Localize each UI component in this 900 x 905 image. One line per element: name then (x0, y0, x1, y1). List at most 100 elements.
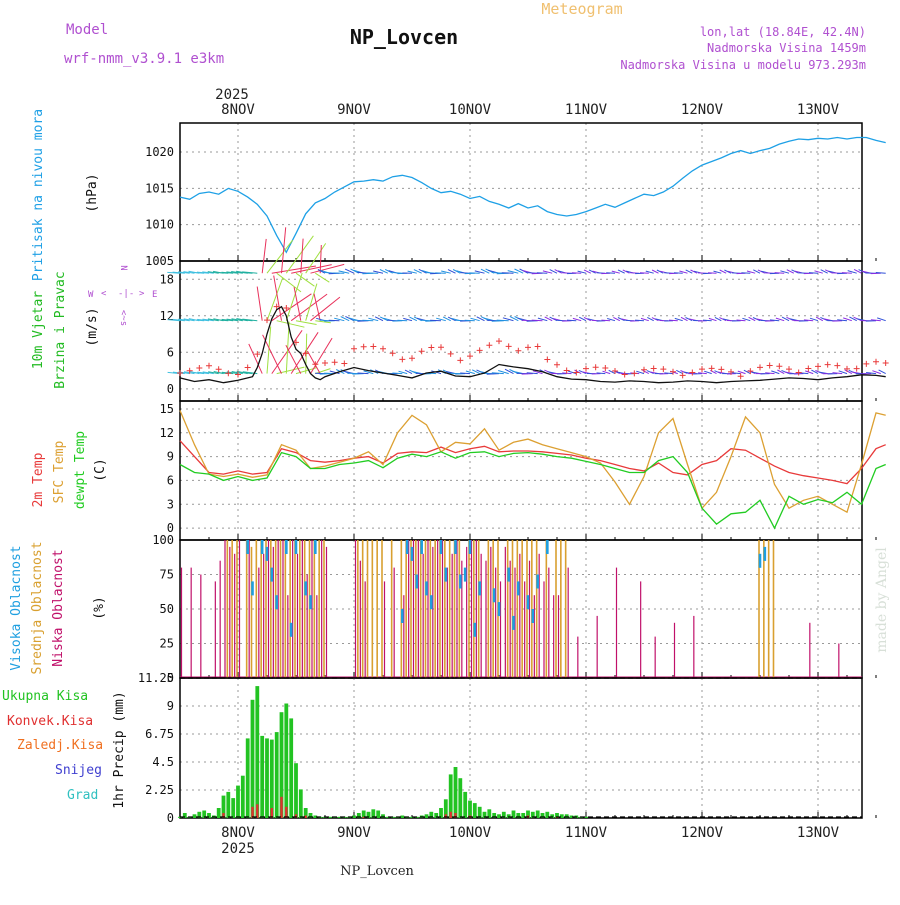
high-cloud-bar (271, 568, 274, 582)
wind-vector (567, 320, 576, 321)
high-cloud-bar (527, 595, 530, 609)
gust-marker (457, 357, 463, 363)
compass-w: W (88, 290, 94, 300)
pressure-title: Pritisak na nivou mora (31, 109, 46, 281)
convective-precip-bar (256, 804, 258, 818)
top-day-label: 9NOV (337, 102, 371, 118)
y-tick-label: 6.75 (145, 727, 174, 741)
wind-vector (430, 320, 441, 321)
y-tick-label: 75 (160, 568, 174, 582)
high-cloud-bar (512, 616, 515, 630)
gust-marker (419, 348, 425, 354)
gust-marker (767, 363, 773, 369)
high-cloud-bar (478, 581, 481, 595)
legend-grad: Grad (67, 788, 98, 803)
gust-marker (699, 366, 705, 372)
gust-marker (709, 365, 715, 371)
y-tick-label: 11.25 (138, 671, 174, 685)
total-precip-bar (246, 738, 250, 818)
y-tick-label: 4.5 (152, 755, 174, 769)
wind-vector (842, 273, 852, 274)
wind-vector (306, 243, 326, 273)
wind-vector (876, 273, 886, 274)
gust-marker (535, 343, 541, 349)
precip-labels: Ukupna Kisa Konvek.Kisa Zaledj.Kisa Snij… (2, 689, 127, 809)
total-precip-bar (284, 704, 288, 819)
wind-vector (392, 373, 402, 374)
convective-precip-bar (285, 807, 287, 818)
high-cloud-bar (406, 540, 409, 554)
bottom-day-label: 11NOV (565, 825, 608, 841)
gust-marker (757, 364, 763, 370)
high-cloud-bar (251, 581, 254, 595)
temp2m-title: 2m Temp (31, 452, 46, 507)
convective-precip-bar (251, 807, 253, 818)
top-day-label: 12NOV (681, 102, 724, 118)
gust-marker (322, 360, 328, 366)
y-tick-label: 50 (160, 602, 174, 616)
total-precip-bar (478, 807, 482, 818)
gust-marker (438, 344, 444, 350)
dew-title: dewpt Temp (73, 431, 88, 509)
total-precip-bar (299, 789, 303, 818)
bottom-day-label: 8NOV (221, 825, 255, 841)
y-tick-label: 100 (152, 533, 174, 547)
gust-marker (718, 366, 724, 372)
total-precip-bars (178, 686, 588, 818)
svg-text:>: > (139, 289, 145, 299)
high-cloud-bar (416, 575, 419, 589)
high-cloud-bar (759, 554, 762, 568)
gust-marker (622, 371, 628, 377)
model-elevation-text: Nadmorska Visina u modelu 973.293m (620, 58, 866, 72)
total-precip-bar (236, 786, 240, 818)
high-cloud-bar (295, 540, 298, 554)
wind-vector (311, 297, 340, 321)
high-cloud-bar (464, 568, 467, 582)
high-cloud-bar (469, 540, 472, 554)
model-label: Model (66, 22, 108, 38)
total-precip-bar (260, 736, 264, 818)
convective-precip-bar (280, 797, 282, 818)
top-day-label: 11NOV (565, 102, 608, 118)
wind-vector (306, 284, 317, 321)
gust-marker (225, 370, 231, 376)
gust-marker (796, 369, 802, 375)
high-cloud-bar (261, 540, 264, 554)
high-cloud-title: Visoka Oblacnost (9, 545, 24, 670)
total-precip-bar (454, 767, 458, 818)
wind-vector (358, 373, 369, 374)
high-cloud-bar (266, 547, 269, 561)
y-tick-label: 25 (160, 637, 174, 651)
y-tick-label: 1015 (145, 181, 174, 195)
gust-marker (332, 359, 338, 365)
high-cloud-bar (445, 568, 448, 582)
top-day-label: 13NOV (797, 102, 840, 118)
gust-marker (351, 346, 357, 352)
gust-marker (689, 369, 695, 375)
high-cloud-bar (517, 581, 520, 595)
wind-vector-row (168, 273, 886, 327)
wind-unit: (m/s) (85, 307, 100, 346)
low-cloud-title: Niska Oblacnost (51, 549, 66, 666)
panel-frame (180, 123, 862, 261)
total-precip-bar (468, 801, 472, 818)
total-precip-bar (226, 792, 230, 818)
sfc-temp-line (180, 411, 886, 513)
legend-snijeg: Snijeg (55, 763, 102, 778)
gust-marker (525, 344, 531, 350)
total-precip-bar (251, 700, 255, 818)
top-day-label: 10NOV (449, 102, 492, 118)
cloud-labels: Visoka Oblacnost Srednja Oblacnost Niska… (9, 541, 107, 674)
gust-marker (380, 346, 386, 352)
total-precip-bar (231, 798, 235, 818)
gust-marker (815, 363, 821, 369)
wind-vector (320, 245, 321, 273)
gust-marker (660, 366, 666, 372)
svg-text:-|-: -|- (118, 289, 134, 299)
gust-marker (883, 360, 889, 366)
wind-vector (460, 373, 470, 374)
